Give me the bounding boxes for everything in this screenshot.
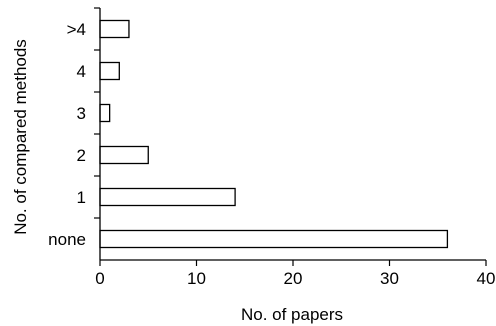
bar-4 <box>99 61 120 81</box>
bar-1 <box>99 187 236 207</box>
y-tick-label: 1 <box>77 188 86 207</box>
bar-2 <box>99 145 149 165</box>
y-tick-label: 3 <box>77 104 86 123</box>
y-tick-label: >4 <box>67 20 86 39</box>
y-ticks-group: none 1 2 3 4 >4 <box>48 7 100 249</box>
bar-none <box>99 229 449 249</box>
bar-3 <box>99 103 111 123</box>
x-tick-label: 20 <box>284 269 303 288</box>
x-ticks-group: 0 10 20 30 40 <box>95 260 495 288</box>
bars-group <box>99 19 449 249</box>
y-tick-label: none <box>48 230 86 249</box>
x-tick-label: 30 <box>380 269 399 288</box>
y-tick-label: 4 <box>77 62 86 81</box>
x-tick-label: 10 <box>187 269 206 288</box>
x-tick-label: 40 <box>477 269 496 288</box>
y-tick-label: 2 <box>77 146 86 165</box>
axes-group <box>99 8 486 261</box>
x-axis-title: No. of papers <box>241 305 343 324</box>
y-axis-title: No. of compared methods <box>11 39 30 235</box>
bar-gt4 <box>99 19 130 39</box>
x-tick-label: 0 <box>95 269 104 288</box>
